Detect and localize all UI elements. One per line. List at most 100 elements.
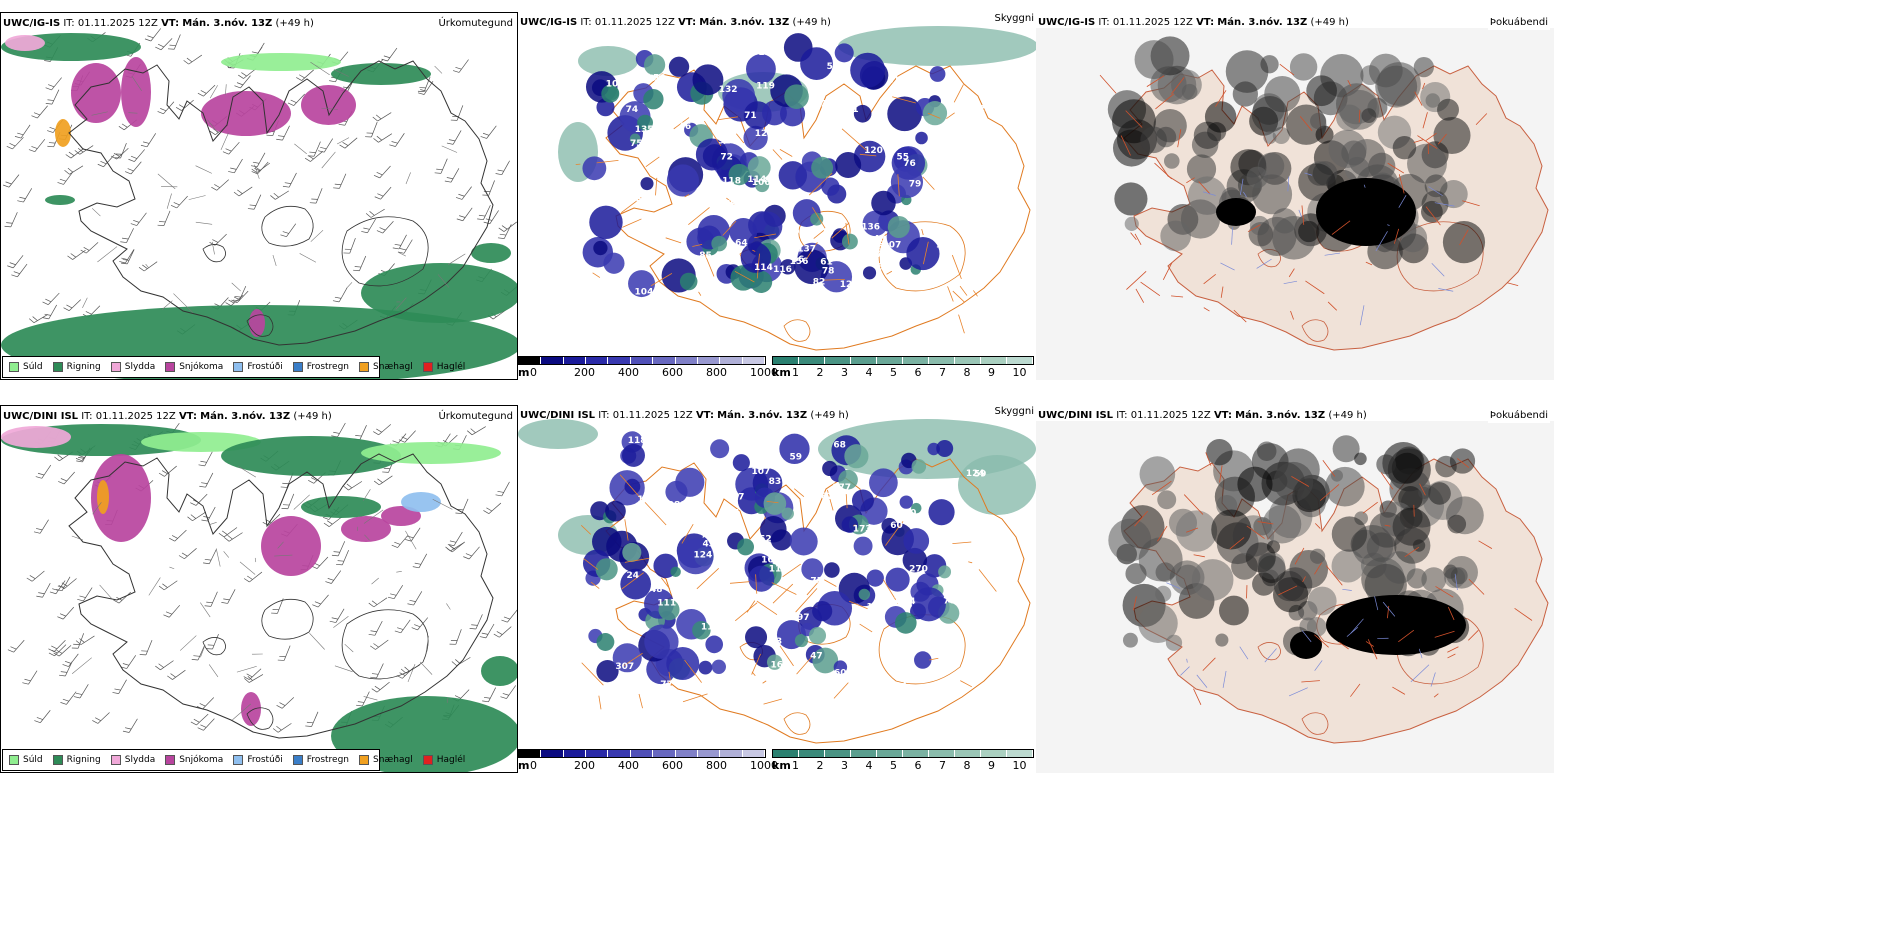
road (1130, 232, 1137, 241)
wind-barb (451, 657, 471, 666)
fog-area (1114, 182, 1148, 216)
fog-area (1315, 125, 1334, 144)
ceiling-value: 55 (897, 152, 910, 162)
ceiling-value: 54 (877, 243, 890, 253)
sea-visibility (958, 455, 1036, 515)
wind-barb (353, 255, 367, 272)
wind-barb (178, 548, 197, 560)
precip-area (361, 263, 517, 323)
ceiling-value: 70 (876, 250, 889, 260)
road (734, 602, 758, 622)
colorbar-swatch (608, 750, 631, 757)
wind-barb (57, 171, 74, 185)
low-ceiling-area (851, 489, 874, 512)
ceiling-value: 103 (636, 221, 655, 231)
ceiling-value: 68 (833, 441, 846, 451)
colorbar-swatch (653, 750, 676, 757)
iceland-outline (68, 60, 494, 346)
road (726, 197, 736, 206)
wind-barb (191, 645, 205, 661)
visibility-unit: km (772, 366, 791, 379)
road (692, 244, 703, 247)
legend-swatch (110, 755, 121, 765)
road (1314, 634, 1329, 648)
legend-label: Haglél (436, 362, 466, 372)
low-ceiling-area (887, 96, 922, 132)
road (1350, 683, 1361, 697)
glacier-outline (246, 314, 274, 337)
road (208, 522, 217, 526)
wind-barb (365, 121, 378, 138)
fog-area (1272, 126, 1290, 145)
init-time: 01.11.2025 12Z (612, 410, 693, 421)
road (794, 488, 805, 497)
road (1367, 639, 1378, 660)
ceiling-value: 123 (840, 280, 859, 290)
road (1425, 132, 1437, 141)
init-time: 01.11.2025 12Z (77, 18, 158, 29)
fog-area (1191, 559, 1234, 601)
low-ceiling-area (729, 217, 758, 246)
fog-area (1376, 454, 1397, 475)
ceiling-value: 129 (642, 74, 661, 84)
road (209, 85, 218, 99)
road (1413, 139, 1424, 143)
wind-barb (270, 190, 289, 200)
wind-barb (373, 165, 391, 179)
ceiling-value: 43 (703, 539, 716, 549)
init-time: 01.11.2025 12Z (1130, 410, 1211, 421)
panel-header: UWC/DINI ISL IT: 01.11.2025 12Z VT: Mán.… (520, 410, 849, 421)
road (1301, 205, 1305, 225)
ceiling-tick: 400 (618, 759, 639, 772)
low-ceiling-area (666, 646, 700, 680)
road (333, 615, 349, 628)
wind-barb (381, 47, 398, 62)
wind-barb (121, 249, 135, 265)
model-name: UWC/IG-IS (1038, 17, 1096, 28)
legend-item: Súld (9, 362, 43, 372)
road (195, 221, 213, 225)
fog-area (1310, 112, 1327, 130)
road (405, 172, 411, 185)
low-ceiling-area (822, 460, 838, 477)
legend-label: Snjókoma (179, 755, 224, 765)
legend-item: Frostregn (292, 755, 349, 765)
legend-item: Snæhagl (359, 362, 413, 372)
low-ceiling-area (789, 527, 818, 556)
colorbar-swatch (697, 357, 721, 364)
ceiling-value: 113 (769, 564, 788, 574)
road (772, 583, 794, 604)
road (645, 156, 660, 168)
road (927, 112, 941, 119)
road (91, 111, 108, 116)
variable-name: Úrkomutegund (436, 17, 515, 31)
colorbar-swatch (1007, 750, 1033, 757)
ceiling-value: 167 (770, 661, 789, 671)
road (220, 132, 229, 150)
road (1183, 494, 1204, 515)
colorbar-swatch (851, 750, 877, 757)
wind-barb (231, 290, 249, 304)
fog-area (1274, 571, 1305, 602)
colorbar-swatch (541, 357, 564, 364)
road (805, 242, 818, 261)
road (592, 272, 601, 278)
fog-area (1157, 490, 1177, 510)
glacier-outline (1257, 642, 1281, 661)
road (848, 600, 869, 610)
panel-top-left: UWC/IG-IS IT: 01.11.2025 12Z VT: Mán. 3.… (0, 12, 518, 380)
low-ceiling-area (928, 499, 955, 526)
glacier-outline (246, 707, 274, 730)
coastline (68, 453, 494, 739)
road (1203, 273, 1216, 285)
road (254, 557, 257, 563)
ceiling-value: 46 (679, 122, 692, 132)
road (321, 107, 338, 110)
low-visibility-area (643, 89, 664, 110)
river (1314, 660, 1323, 671)
legend-swatch (110, 362, 121, 372)
precip-area (71, 63, 121, 123)
road (622, 218, 642, 228)
wind-barb (128, 149, 145, 162)
low-ceiling-area (903, 528, 930, 554)
